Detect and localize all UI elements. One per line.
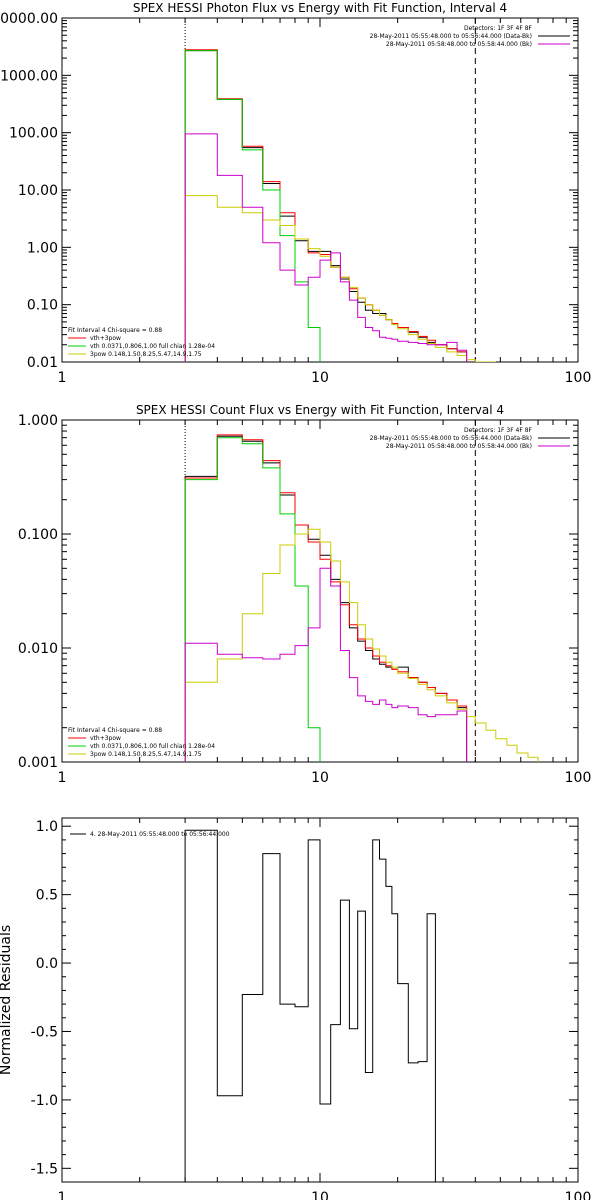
plot-frame — [61, 17, 579, 363]
chart-title: SPEX HESSI Photon Flux vs Energy with Fi… — [133, 1, 507, 15]
y-tick-label: 1000.00 — [0, 68, 58, 84]
y-tick-label: 0.100 — [18, 527, 58, 543]
legend-right-label: Detectors: 1F 3F 4F 8F — [464, 427, 533, 434]
series-line-3 — [184, 50, 321, 362]
y-tick-label: 100.00 — [9, 126, 58, 142]
chart-title: SPEX HESSI Count Flux vs Energy with Fit… — [136, 403, 504, 417]
series-group — [184, 829, 436, 1182]
chart-panel-1: SPEX HESSI Photon Flux vs Energy with Fi… — [0, 1, 591, 386]
y-tick-label: 1.00 — [27, 240, 58, 256]
y-tick-label: 0.01 — [27, 355, 58, 371]
legend-left-label: vth 0.0371,0.806,1.00 full chian 1.28e-0… — [90, 743, 215, 750]
legend-left-label: vth+3pow — [90, 335, 121, 342]
chart-panel-3: 1 10 100 -1.5 -1.0 -0.5 0.0 0.5 1.0 Normalized Re… — [0, 817, 592, 1200]
legend-left-label: 4. 28-May-2011 05:55:48.000 to 05:56:44.… — [90, 831, 230, 838]
chart-panel-2: SPEX HESSI Count Flux vs Energy with Fit… — [18, 403, 591, 786]
y-axis-label: Normalized Residuals — [0, 925, 14, 1075]
x-tick-label: 10 — [311, 1190, 329, 1200]
y-tick-label: -1.5 — [31, 1161, 58, 1177]
x-tick-label: 1 — [58, 770, 67, 786]
y-tick-label: 1.000 — [18, 413, 58, 429]
legend-left-label: vth+3pow — [90, 735, 121, 742]
series-line-2 — [184, 434, 468, 762]
y-tick-label: -1.0 — [31, 1093, 58, 1109]
x-tick-label: 100 — [565, 370, 592, 386]
legend-left-label: Fit Interval 4 Chi-square = 0.88 — [68, 727, 162, 734]
legend-right-label: 28-May-2011 05:58:48.000 to 05:58:44.000… — [386, 443, 532, 450]
series-line-1 — [184, 50, 468, 362]
series-line-5 — [184, 133, 468, 362]
series-group — [184, 434, 539, 762]
legend-right-label: Detectors: 1F 3F 4F 8F — [464, 25, 533, 32]
legend-left-label: 3pow 0.148,1.50,8.25,5.47,14.9,1.75 — [90, 751, 202, 758]
series-group — [184, 49, 496, 362]
y-tick-label: 0.0 — [36, 956, 58, 972]
y-tick-label: 0.10 — [27, 298, 58, 314]
legend-left-label: Fit Interval 4 Chi-square = 0.88 — [68, 327, 162, 334]
y-tick-label: 0.5 — [36, 888, 58, 904]
series-line-4 — [184, 528, 539, 762]
series-line-3 — [184, 437, 321, 762]
x-tick-label: 10 — [311, 370, 329, 386]
series-line-1 — [184, 435, 468, 762]
legend-left-label: 3pow 0.148,1.50,8.25,5.47,14.9,1.75 — [90, 351, 202, 358]
legend-right-label: 28-May-2011 05:55:48.000 to 05:56:44.000… — [370, 435, 532, 442]
x-tick-label: 1 — [58, 370, 67, 386]
legend-right-label: 28-May-2011 05:55:48.000 to 05:56:44.000… — [370, 33, 532, 40]
x-tick-label: 1 — [58, 1190, 67, 1200]
series-line-2 — [184, 49, 468, 362]
legend-left-label: vth 0.0371,0.806,1.00 full chian 1.28e-0… — [90, 343, 215, 350]
y-tick-label: 0.001 — [18, 755, 58, 771]
y-tick-label: 10000.00 — [0, 11, 58, 27]
series-line-1 — [184, 829, 436, 1182]
y-tick-label: 10.00 — [18, 183, 58, 199]
legend-right-label: 28-May-2011 05:58:48.000 to 05:58:44.000… — [386, 41, 532, 48]
series-line-4 — [184, 195, 496, 362]
y-tick-label: 0.010 — [18, 641, 58, 657]
series-line-5 — [184, 567, 468, 762]
y-tick-label: 1.0 — [36, 819, 58, 835]
x-tick-label: 100 — [565, 1190, 592, 1200]
y-tick-label: -0.5 — [31, 1024, 58, 1040]
x-tick-label: 100 — [565, 770, 592, 786]
x-tick-label: 10 — [311, 770, 329, 786]
